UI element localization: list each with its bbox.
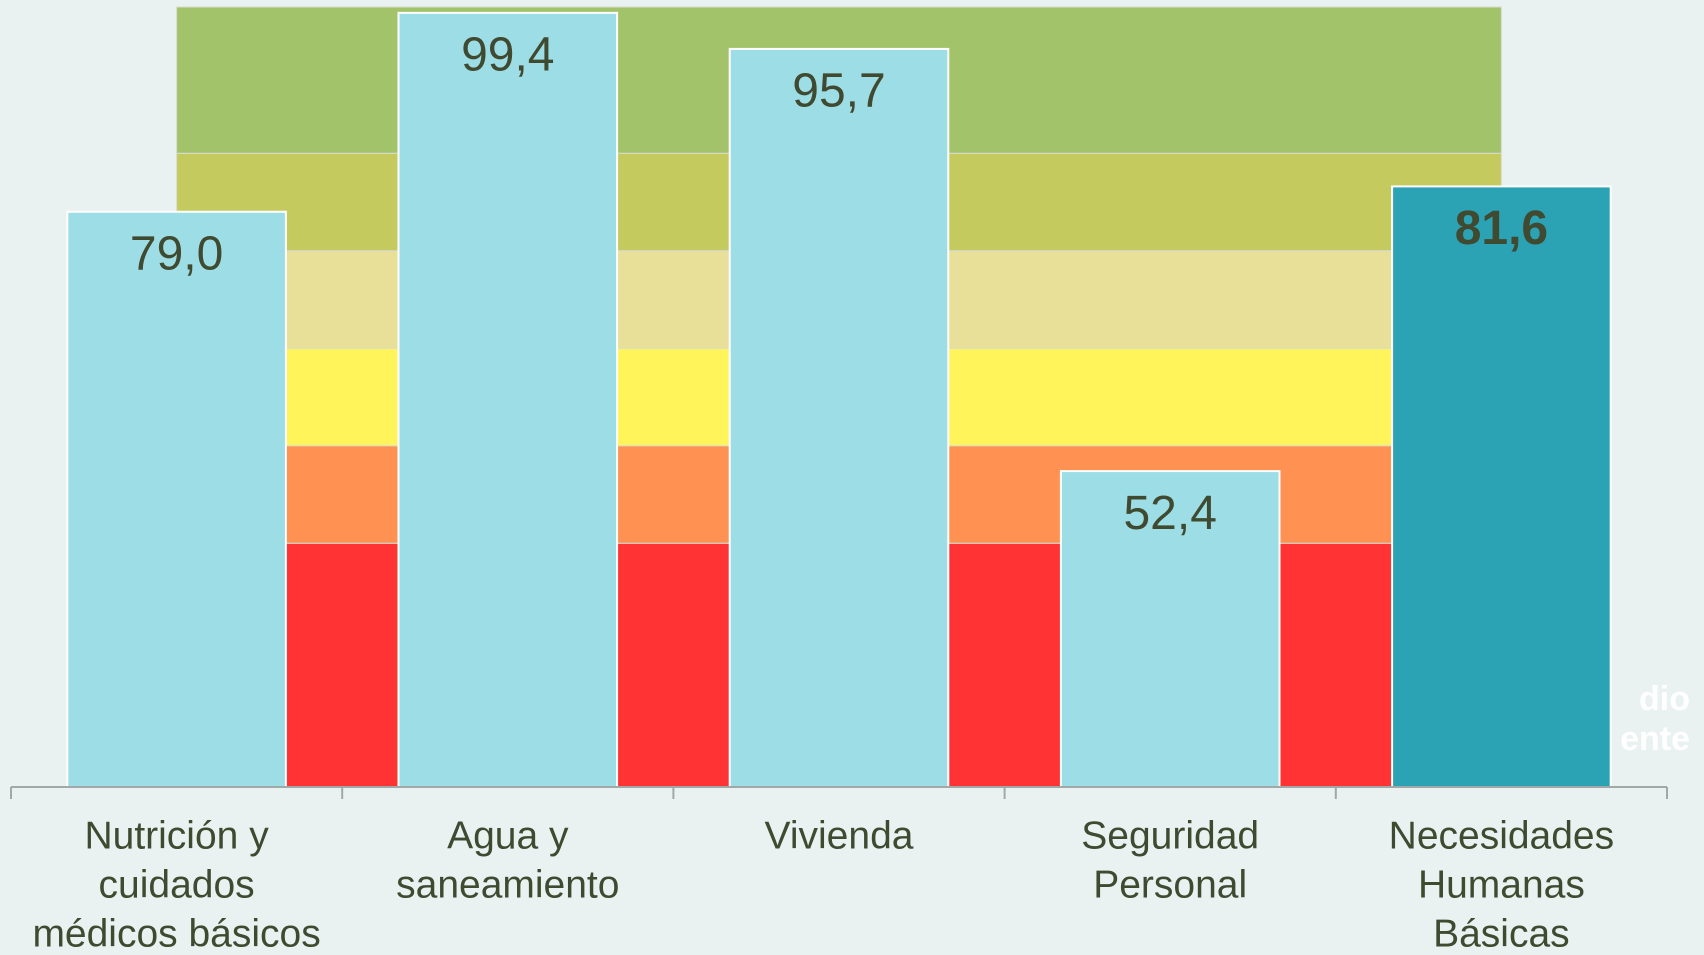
x-tick-label: Básicas — [1433, 912, 1570, 955]
x-tick-label: cuidados — [99, 863, 255, 906]
bar — [397, 11, 619, 789]
annotation: ente — [1620, 720, 1690, 758]
x-tick-label: Personal — [1093, 863, 1247, 906]
x-tick-label: saneamiento — [396, 863, 619, 906]
x-tick-label: Seguridad — [1081, 814, 1259, 857]
value-label: 52,4 — [1123, 487, 1216, 540]
annotation: dio — [1639, 680, 1690, 718]
value-label: 99,4 — [461, 29, 554, 82]
value-label: 81,6 — [1455, 202, 1548, 255]
bar — [728, 47, 950, 789]
x-tick-label: Humanas — [1418, 863, 1585, 906]
value-label: 95,7 — [792, 65, 885, 118]
x-tick-label: Nutrición y — [84, 814, 269, 857]
bar — [1059, 470, 1281, 788]
bar — [66, 210, 287, 788]
x-tick-label: Vivienda — [765, 814, 914, 857]
x-tick-label: médicos básicos — [32, 912, 320, 955]
value-label: 79,0 — [130, 227, 223, 280]
bar — [1391, 185, 1612, 788]
x-tick-label: Necesidades — [1389, 814, 1614, 857]
x-tick-label: Agua y — [447, 814, 569, 857]
